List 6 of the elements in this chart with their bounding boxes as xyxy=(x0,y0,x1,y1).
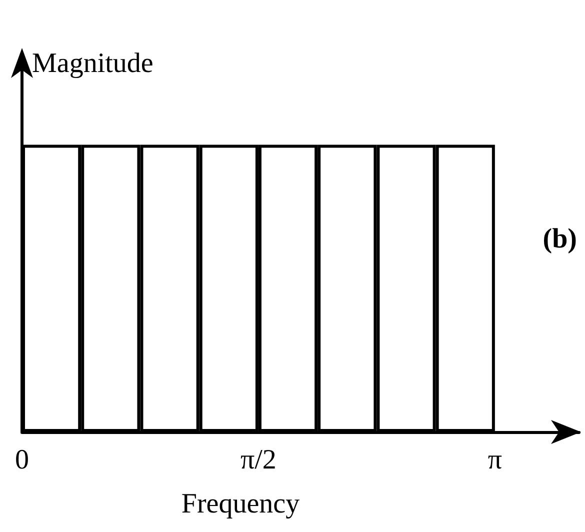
x-axis-title: Frequency xyxy=(181,488,300,520)
x-tick-label: π xyxy=(488,444,502,476)
y-axis-title: Magnitude xyxy=(32,48,154,80)
annotation: (b) xyxy=(542,224,578,254)
x-tick-label: 0 xyxy=(15,444,29,476)
x-tick-label: π/2 xyxy=(240,444,276,476)
